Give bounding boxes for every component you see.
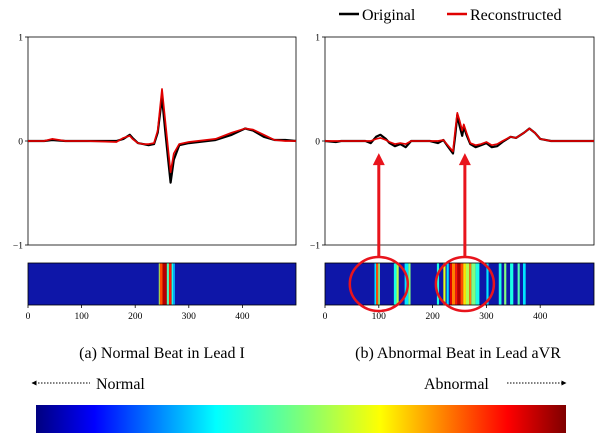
- heatmap-band: [159, 263, 163, 305]
- heatmap-band: [449, 263, 452, 305]
- heatmap-b-x-ticks: 0 100 200 300 400: [323, 305, 548, 322]
- plot-a-ytick-label: −1: [13, 242, 23, 252]
- heatmap-band: [510, 263, 514, 305]
- series-line-reconstructed: [325, 112, 594, 153]
- panel-b-abnormal-beat: 1 0 −1 0 100 200 300 400 (b) Abnormal Beat in …: [310, 34, 595, 362]
- heatmap-b-xtick-label: 100: [372, 312, 387, 322]
- heatmap-a: 0 100 200 300 400: [26, 262, 297, 322]
- heatmap-band: [396, 263, 399, 305]
- heatmap-band: [504, 263, 507, 305]
- heatmap-band: [443, 263, 446, 305]
- heatmap-band: [171, 263, 174, 305]
- legend: Original Reconstructed: [339, 7, 562, 24]
- heatmap-a-xtick-label: 0: [26, 312, 31, 322]
- heatmap-a-xtick-label: 300: [182, 312, 197, 322]
- plot-b-ytick-label: 1: [315, 34, 320, 44]
- heatmap-band: [446, 263, 449, 305]
- heatmap-b: 0 100 200 300 400: [323, 262, 595, 322]
- heatmap-b-xtick-label: 200: [425, 312, 440, 322]
- heatmap-band: [166, 263, 169, 305]
- heatmap-band: [374, 263, 377, 305]
- heatmap-band: [404, 263, 409, 305]
- anomaly-scale: Normal Abnormal: [31, 376, 567, 433]
- heatmap-band: [469, 263, 472, 305]
- heatmap-band: [498, 263, 502, 305]
- heatmap-band: [465, 263, 470, 305]
- highlight-annotations: [348, 153, 496, 313]
- heatmap-band: [455, 263, 458, 305]
- heatmap-band: [436, 263, 440, 305]
- plot-b-ytick-label: −1: [310, 242, 320, 252]
- caption-a: (a) Normal Beat in Lead I: [79, 345, 245, 362]
- plot-a-ytick-label: 0: [18, 138, 23, 148]
- heatmap-band: [168, 263, 172, 305]
- caption-b: (b) Abnormal Beat in Lead aVR: [355, 345, 561, 362]
- heatmap-b-xtick-label: 300: [479, 312, 494, 322]
- heatmap-band: [408, 263, 411, 305]
- heatmap-b-xtick-label: 0: [323, 312, 328, 322]
- anomaly-colorbar: [36, 405, 566, 433]
- heatmap-band: [378, 263, 380, 305]
- heatmap-band: [376, 263, 379, 305]
- abnormal-label: Abnormal: [424, 376, 489, 393]
- plot-a-y-ticks: 1 0 −1: [13, 34, 28, 252]
- heatmap-band: [463, 263, 466, 305]
- heatmap-a-xtick-label: 200: [128, 312, 143, 322]
- heatmap-band: [451, 263, 456, 305]
- heatmap-band: [173, 263, 175, 305]
- heatmap-a-bands: [158, 263, 175, 305]
- heatmap-band: [460, 263, 464, 305]
- highlight-arrowhead: [458, 153, 471, 166]
- heatmap-b-xtick-label: 400: [533, 312, 548, 322]
- series-line-original: [28, 96, 297, 184]
- heatmap-band: [393, 263, 397, 305]
- heatmap-band: [158, 263, 160, 305]
- legend-original-label: Original: [362, 7, 416, 24]
- heatmap-a-xtick-label: 400: [235, 312, 250, 322]
- plot-a-ytick-label: 1: [18, 34, 23, 44]
- heatmap-band: [522, 263, 526, 305]
- heatmap-a-frame: [27, 262, 297, 306]
- heatmap-band: [486, 263, 489, 305]
- heatmap-band: [517, 263, 520, 305]
- heatmap-b-bands: [374, 263, 526, 305]
- plot-a-lines: [28, 88, 297, 184]
- normal-label: Normal: [96, 376, 145, 393]
- heatmap-band: [162, 263, 167, 305]
- heatmap-band: [457, 263, 461, 305]
- heatmap-a-x-ticks: 0 100 200 300 400: [26, 305, 250, 322]
- highlight-arrowhead: [372, 153, 385, 166]
- heatmap-band: [471, 263, 476, 305]
- legend-reconstructed-label: Reconstructed: [470, 7, 562, 24]
- heatmap-b-frame: [324, 262, 595, 306]
- series-line-reconstructed: [28, 88, 296, 174]
- plot-b-y-ticks: 1 0 −1: [310, 34, 325, 252]
- plot-b-lines: [324, 112, 594, 155]
- panel-a-normal-beat: 1 0 −1 0 100 200 300 400 (a) Normal Beat in Le…: [13, 34, 297, 362]
- plot-b-ytick-label: 0: [315, 138, 320, 148]
- heatmap-a-xtick-label: 100: [74, 312, 89, 322]
- heatmap-band: [475, 263, 480, 305]
